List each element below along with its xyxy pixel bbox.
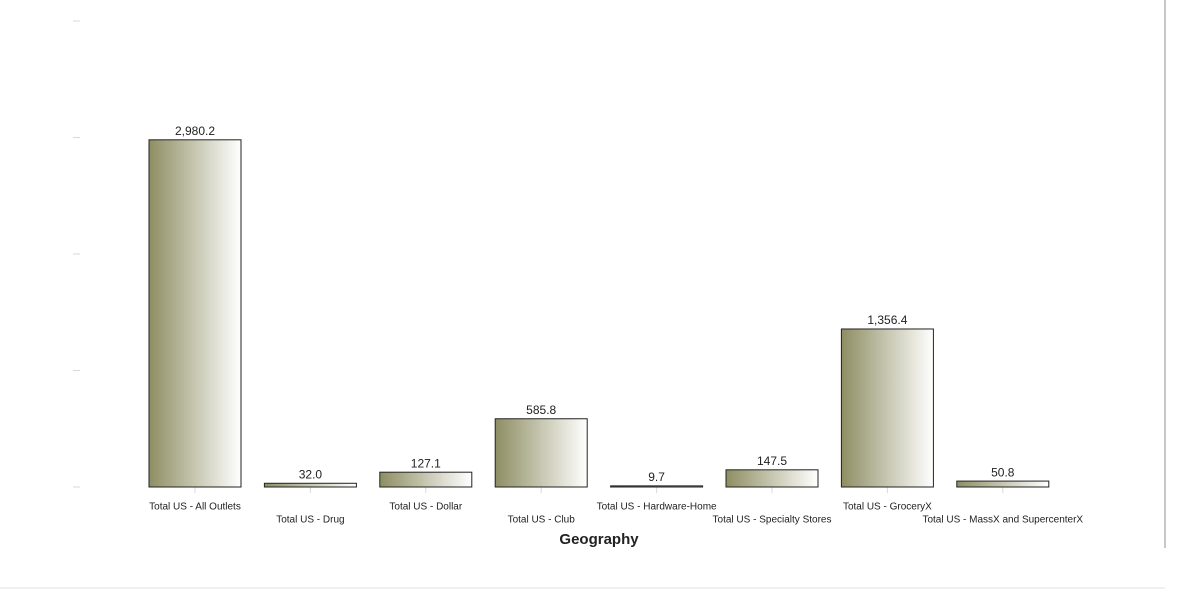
x-tick-label: Total US - Drug: [276, 515, 344, 526]
x-tick-label: Total US - Hardware-Home: [597, 502, 717, 513]
value-label: 127.1: [411, 456, 441, 470]
x-tick-label: Total US - GroceryX: [843, 502, 932, 513]
value-label: 50.8: [991, 465, 1015, 479]
bar: [494, 418, 588, 488]
value-label: 9.7: [648, 470, 665, 484]
bar: [610, 485, 704, 488]
x-tick-label: Total US - Specialty Stores: [713, 515, 832, 526]
bar: [840, 328, 934, 488]
value-label: 1,356.4: [867, 313, 907, 327]
x-axis-title: Geography: [559, 531, 639, 548]
value-label: 147.5: [757, 454, 787, 468]
value-label: 32.0: [299, 467, 323, 481]
bar: [148, 139, 242, 488]
x-tick-label: Total US - MassX and SupercenterX: [922, 515, 1083, 526]
x-tick-label: Total US - All Outlets: [149, 502, 241, 513]
bar: [263, 482, 357, 488]
x-tick-label: Total US - Dollar: [389, 502, 462, 513]
bar: [379, 471, 473, 488]
x-tick-label: Total US - Club: [508, 515, 576, 526]
bar: [956, 480, 1050, 488]
bar: [725, 469, 819, 488]
value-label: 2,980.2: [175, 124, 215, 138]
value-label: 585.8: [526, 403, 556, 417]
